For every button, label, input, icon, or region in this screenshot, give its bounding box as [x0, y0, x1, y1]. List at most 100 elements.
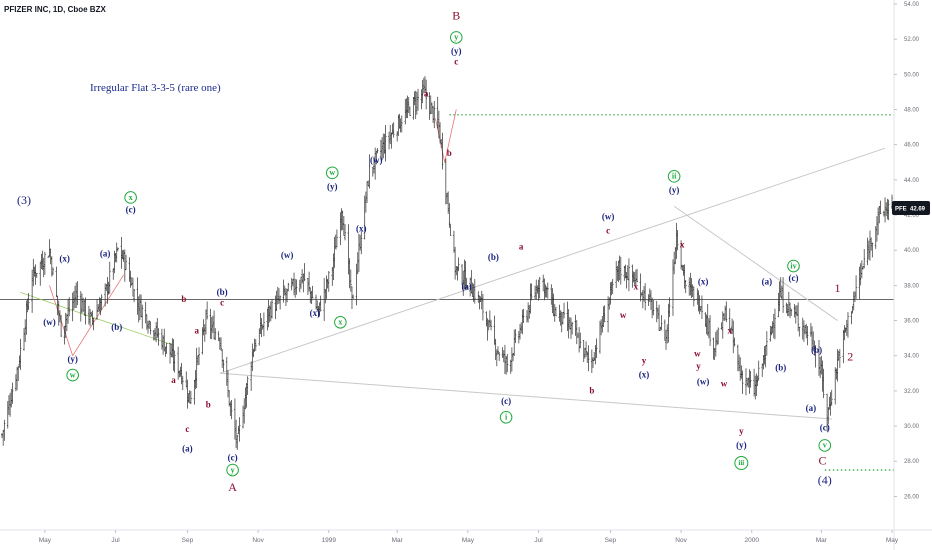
wave-label-text: x [634, 282, 639, 292]
price-tag[interactable]: PFE 42.69 [892, 201, 930, 215]
x-tick-label: Mar [392, 537, 404, 544]
price-bar [408, 106, 411, 116]
wave-label: ii [667, 170, 681, 183]
wave-label-text: (w) [370, 155, 383, 165]
price-bar [335, 229, 338, 248]
wave-label: (x) [310, 308, 321, 318]
y-tick-label: 46.00 [904, 143, 920, 149]
price-bar [76, 281, 79, 306]
wave-label-circle [818, 439, 832, 452]
wave-label-text: w [620, 310, 627, 320]
wave-label-text: 2 [847, 350, 853, 364]
price-bar [189, 390, 192, 405]
wave-label-text: (b) [217, 287, 228, 297]
wave-label: y [449, 31, 463, 44]
wave-label: C [818, 453, 826, 467]
wave-label-text: (y) [451, 46, 462, 56]
trendline [219, 372, 832, 420]
wave-label-circle [124, 191, 137, 204]
wave-label: i [499, 410, 513, 424]
price-bar [836, 349, 839, 382]
price-bar [789, 302, 792, 319]
price-bar [506, 354, 509, 373]
symbol-header: PFIZER INC, 1D, Cboe BZX [4, 5, 106, 14]
wave-label: (y) [736, 440, 747, 450]
wave-label-text: iv [790, 261, 796, 270]
y-tick-label: 32.00 [904, 389, 920, 395]
price-bar [392, 122, 395, 138]
x-tick-label: May [39, 537, 52, 544]
wave-label: c [220, 298, 224, 308]
wave-label-text: (b) [488, 252, 499, 262]
price-bar [360, 231, 363, 255]
price-bar [660, 315, 663, 331]
price-bar [644, 283, 647, 311]
wave-label-text: c [606, 225, 610, 235]
price-bar [846, 312, 849, 338]
wave-label-text: y [454, 33, 458, 42]
wave-label-text: B [452, 9, 460, 23]
wave-label: (b) [111, 322, 122, 332]
x-tick-label: 1999 [322, 537, 337, 544]
x-tick-label: Jul [534, 537, 543, 544]
price-bar [741, 370, 744, 394]
price-bar [855, 275, 858, 299]
wave-label-text: w [694, 349, 701, 359]
wave-label: (y) [67, 354, 78, 364]
wave-label-text: (b) [811, 345, 822, 355]
price-tag-background [892, 201, 930, 215]
price-bar [879, 200, 882, 215]
price-bar [692, 286, 695, 307]
price-bar [611, 278, 614, 294]
wave-label: (y) [451, 46, 462, 56]
wave-label: x [634, 282, 639, 292]
y-tick-label: 48.00 [904, 108, 920, 114]
wave-label-circle [734, 456, 749, 470]
wave-label: w [694, 349, 701, 359]
wave-label-text: (c) [788, 273, 798, 283]
price-bar [806, 326, 809, 346]
price-bar [400, 115, 403, 133]
wave-label-text: (a) [182, 443, 193, 453]
price-bar [486, 318, 489, 341]
price-bar [51, 267, 54, 276]
x-tick-label: Nov [252, 537, 264, 544]
wave-label-text: b [447, 148, 452, 158]
price-bars-layer [1, 76, 893, 450]
price-bar [749, 370, 752, 388]
price-bar [757, 360, 760, 381]
wave-label: (a) [762, 276, 773, 286]
wave-label: (a) [182, 443, 193, 453]
price-bar [554, 306, 557, 317]
wave-label: (c) [228, 452, 238, 462]
price-bar [709, 315, 712, 346]
wave-label: (3) [17, 193, 31, 207]
price-bar [563, 302, 566, 319]
price-bar [100, 294, 103, 311]
trendline [673, 205, 838, 321]
wave-label: (x) [356, 224, 367, 234]
y-tick-label: 52.00 [904, 37, 920, 43]
price-bar [782, 277, 785, 313]
wave-label-circle [66, 368, 79, 382]
price-bar [384, 124, 387, 162]
price-bar [68, 297, 71, 317]
wave-label: a [424, 88, 429, 98]
price-bar [349, 269, 352, 292]
wave-label: w [325, 166, 339, 180]
y-tick-label: 44.00 [904, 178, 920, 184]
price-bar [441, 132, 444, 170]
wave-label: b [181, 294, 186, 304]
price-bar [60, 314, 63, 337]
price-bar [319, 295, 322, 312]
wave-label: x [334, 316, 347, 329]
wave-label-text: (x) [639, 370, 650, 380]
wave-label: x [728, 326, 733, 336]
price-bar [214, 328, 217, 341]
wave-label: (c) [788, 273, 798, 283]
wave-label-text: b [206, 400, 211, 410]
wave-label-text: i [505, 413, 508, 422]
